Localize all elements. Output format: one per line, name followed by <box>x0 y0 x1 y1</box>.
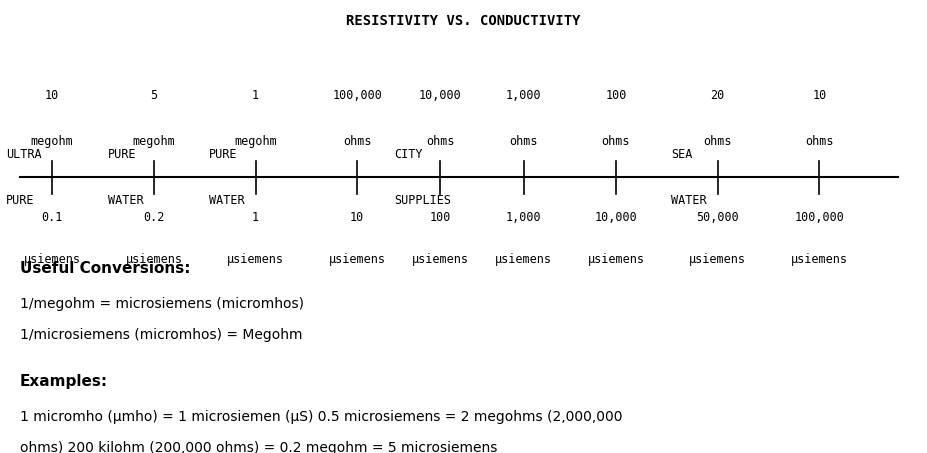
Text: 50,000: 50,000 <box>696 211 739 224</box>
Text: ULTRA: ULTRA <box>6 148 42 160</box>
Text: 0.1: 0.1 <box>42 211 63 224</box>
Text: PURE: PURE <box>6 194 34 207</box>
Text: 100,000: 100,000 <box>332 89 382 102</box>
Text: μsiemens: μsiemens <box>588 253 644 265</box>
Text: ohms: ohms <box>602 135 630 148</box>
Text: PURE: PURE <box>210 148 238 160</box>
Text: 1/megohm = microsiemens (micromhos): 1/megohm = microsiemens (micromhos) <box>19 297 304 311</box>
Text: 5: 5 <box>150 89 158 102</box>
Text: CITY: CITY <box>394 148 423 160</box>
Text: ohms: ohms <box>343 135 372 148</box>
Text: SUPPLIES: SUPPLIES <box>394 194 451 207</box>
Text: 1,000: 1,000 <box>506 211 541 224</box>
Text: megohm: megohm <box>133 135 175 148</box>
Text: 1/microsiemens (micromhos) = Megohm: 1/microsiemens (micromhos) = Megohm <box>19 328 302 342</box>
Text: μsiemens: μsiemens <box>689 253 746 265</box>
Text: 20: 20 <box>710 89 725 102</box>
Text: 0.2: 0.2 <box>143 211 165 224</box>
Text: RESISTIVITY VS. CONDUCTIVITY: RESISTIVITY VS. CONDUCTIVITY <box>347 14 580 28</box>
Text: 10,000: 10,000 <box>594 211 638 224</box>
Text: 100: 100 <box>430 211 451 224</box>
Text: SEA: SEA <box>671 148 692 160</box>
Text: Examples:: Examples: <box>19 374 108 389</box>
Text: WATER: WATER <box>671 194 707 207</box>
Text: 100: 100 <box>605 89 627 102</box>
Text: μsiemens: μsiemens <box>329 253 386 265</box>
Text: Useful Conversions:: Useful Conversions: <box>19 261 190 276</box>
Text: ohms: ohms <box>426 135 454 148</box>
Text: μsiemens: μsiemens <box>791 253 848 265</box>
Text: ohms: ohms <box>704 135 732 148</box>
Text: 10,000: 10,000 <box>419 89 462 102</box>
Text: ohms) 200 kilohm (200,000 ohms) = 0.2 megohm = 5 microsiemens: ohms) 200 kilohm (200,000 ohms) = 0.2 me… <box>19 441 497 453</box>
Text: megohm: megohm <box>31 135 73 148</box>
Text: 1,000: 1,000 <box>506 89 541 102</box>
Text: μsiemens: μsiemens <box>227 253 284 265</box>
Text: ohms: ohms <box>509 135 538 148</box>
Text: μsiemens: μsiemens <box>495 253 552 265</box>
Text: 100,000: 100,000 <box>794 211 844 224</box>
Text: μsiemens: μsiemens <box>125 253 183 265</box>
Text: μsiemens: μsiemens <box>412 253 469 265</box>
Text: 10: 10 <box>45 89 59 102</box>
Text: 1 micromho (μmho) = 1 microsiemen (μS) 0.5 microsiemens = 2 megohms (2,000,000: 1 micromho (μmho) = 1 microsiemen (μS) 0… <box>19 410 622 424</box>
Text: PURE: PURE <box>108 148 136 160</box>
Text: ohms: ohms <box>805 135 833 148</box>
Text: 10: 10 <box>350 211 364 224</box>
Text: μsiemens: μsiemens <box>24 253 81 265</box>
Text: 1: 1 <box>252 211 260 224</box>
Text: 10: 10 <box>812 89 827 102</box>
Text: WATER: WATER <box>108 194 144 207</box>
Text: 1: 1 <box>252 89 260 102</box>
Text: megohm: megohm <box>235 135 277 148</box>
Text: WATER: WATER <box>210 194 245 207</box>
